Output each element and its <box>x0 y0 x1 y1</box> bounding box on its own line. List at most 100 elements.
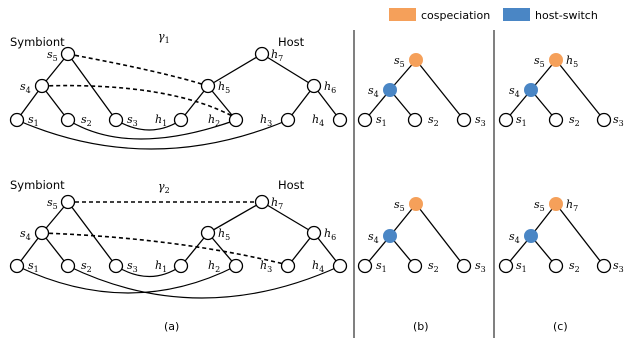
node-h2 <box>228 112 244 128</box>
edge <box>67 201 117 267</box>
label-s5: s5 <box>47 48 58 63</box>
label-s1: s1 <box>516 113 527 128</box>
label-s4: s4 <box>368 230 379 245</box>
gamma-label: γ2 <box>158 180 170 195</box>
node-s1 <box>498 112 514 128</box>
label-h4: h4 <box>312 259 324 274</box>
node-s1 <box>357 258 373 274</box>
legend-label-cospeciation: cospeciation <box>421 9 490 22</box>
node-s5 <box>60 46 76 62</box>
legend-swatch-host-switch <box>503 8 530 21</box>
node-s5-cospeciation <box>549 197 563 211</box>
edge <box>67 53 117 121</box>
node-s3 <box>596 112 612 128</box>
symbiont-title: Symbiont <box>10 178 65 192</box>
node-s3 <box>108 258 124 274</box>
node-s1 <box>357 112 373 128</box>
node-s4 <box>34 225 50 241</box>
gamma-label: γ1 <box>158 30 170 45</box>
node-h2 <box>228 258 244 274</box>
panel-a-top: Symbiont Host γ1 s5 s4 <box>9 30 348 150</box>
label-s4: s4 <box>509 84 520 99</box>
node-s2 <box>407 258 423 274</box>
label-s1: s1 <box>376 113 387 128</box>
node-s4-host-switch <box>383 229 397 243</box>
node-h3 <box>280 258 296 274</box>
edge <box>415 59 465 121</box>
label-h6: h6 <box>324 227 336 242</box>
label-h1: h1 <box>155 113 167 128</box>
label-h3: h3 <box>260 259 272 274</box>
edge <box>555 203 605 267</box>
edge <box>207 232 237 267</box>
node-h3 <box>280 112 296 128</box>
label-h7: h7 <box>271 48 283 63</box>
node-h6 <box>306 78 322 94</box>
label-s2: s2 <box>81 113 92 128</box>
panel-c-top: s5 h5 s4 s1 s2 s3 <box>498 53 624 128</box>
node-h1 <box>173 112 189 128</box>
node-h5 <box>200 78 216 94</box>
label-h7: h7 <box>566 198 578 213</box>
panel-b-bottom: s5 s4 s1 s2 s3 <box>357 197 486 274</box>
label-h2: h2 <box>208 113 220 128</box>
node-s2 <box>548 258 564 274</box>
label-s3: s3 <box>127 113 138 128</box>
node-s2 <box>60 258 76 274</box>
node-s5-cospeciation <box>409 53 423 67</box>
label-s3: s3 <box>613 113 624 128</box>
label-s5: s5 <box>47 196 58 211</box>
node-s2 <box>548 112 564 128</box>
node-h4 <box>332 112 348 128</box>
label-s5: s5 <box>534 198 545 213</box>
mapping-s3-h1 <box>115 265 182 277</box>
host-title: Host <box>278 35 305 49</box>
label-s5: s5 <box>394 54 405 69</box>
label-s2: s2 <box>569 259 580 274</box>
label-s3: s3 <box>475 259 486 274</box>
node-h5 <box>200 225 216 241</box>
mapping-s1-h2 <box>16 265 237 294</box>
panel-b-top: s5 s4 s1 s2 s3 <box>357 53 486 128</box>
legend: cospeciation host-switch <box>389 8 598 22</box>
mapping-s3-h1 <box>115 119 182 131</box>
label-h5: h5 <box>218 80 230 95</box>
node-h1 <box>173 258 189 274</box>
edge <box>207 85 237 121</box>
label-h1: h1 <box>155 259 167 274</box>
node-s3 <box>456 258 472 274</box>
edge <box>207 53 263 87</box>
node-s5-cospeciation <box>549 53 563 67</box>
node-s4-host-switch <box>524 229 538 243</box>
mapping-s2-h4 <box>67 119 237 140</box>
node-h6 <box>306 225 322 241</box>
mapping-s4-h2 <box>41 84 237 119</box>
label-s1: s1 <box>376 259 387 274</box>
node-s2 <box>60 112 76 128</box>
node-s4-host-switch <box>383 83 397 97</box>
label-s2: s2 <box>428 113 439 128</box>
node-s1 <box>9 112 25 128</box>
legend-swatch-cospeciation <box>389 8 416 21</box>
edge <box>207 201 263 234</box>
mapping-s5-h5 <box>67 53 209 87</box>
label-s4: s4 <box>20 227 31 242</box>
edge <box>261 201 315 234</box>
label-h4: h4 <box>312 113 324 128</box>
node-s1 <box>498 258 514 274</box>
node-s2 <box>407 112 423 128</box>
label-s3: s3 <box>127 259 138 274</box>
mapping-s1-h3 <box>16 119 289 150</box>
label-s4: s4 <box>20 80 31 95</box>
node-s4-host-switch <box>524 83 538 97</box>
label-s1: s1 <box>516 259 527 274</box>
label-s2: s2 <box>428 259 439 274</box>
label-s1: s1 <box>28 259 39 274</box>
node-h7 <box>254 46 270 62</box>
edge <box>415 203 465 267</box>
host-title: Host <box>278 178 305 192</box>
label-s1: s1 <box>28 113 39 128</box>
label-h6: h6 <box>324 80 336 95</box>
mapping-s4-h3 <box>41 232 289 266</box>
caption-c: (c) <box>553 320 568 333</box>
